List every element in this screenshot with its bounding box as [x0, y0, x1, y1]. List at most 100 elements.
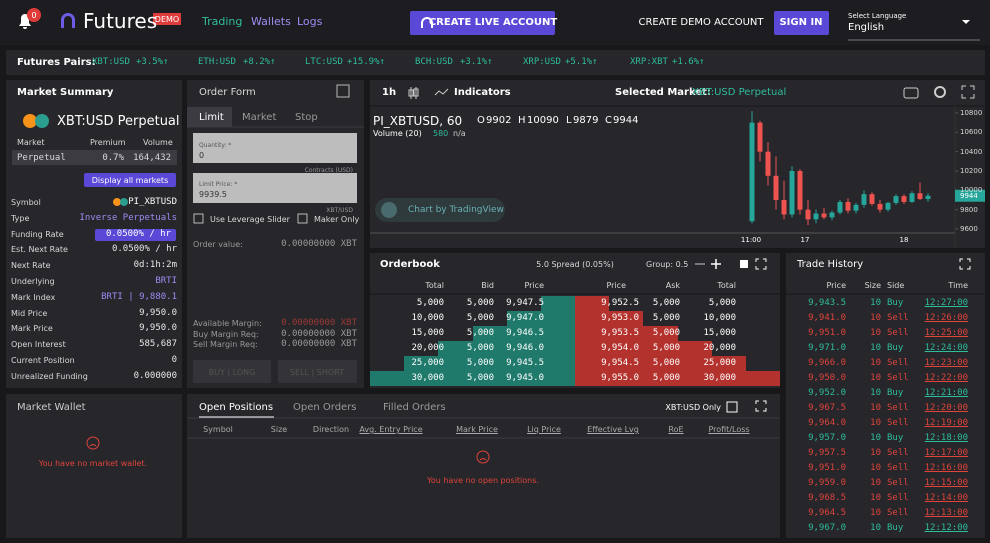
sell-button[interactable] — [278, 360, 357, 383]
trade-size: 10 — [870, 298, 881, 308]
ask-cell: 20,000 — [703, 343, 736, 353]
fullscreen-icon[interactable] — [961, 85, 975, 99]
candle-body — [861, 194, 867, 205]
column-header: Volume — [143, 138, 173, 147]
fullscreen-icon[interactable] — [755, 258, 767, 270]
pair-name[interactable]: ETH:USD — [198, 57, 236, 67]
pair-name[interactable]: LTC:USD — [305, 57, 343, 67]
quantity-input[interactable] — [193, 133, 357, 163]
checkbox[interactable] — [297, 213, 308, 224]
tab[interactable]: Filled Orders — [383, 402, 446, 413]
trade-price: 9,967.0 — [808, 523, 846, 533]
candle-body — [781, 200, 787, 215]
stop-icon[interactable] — [740, 260, 748, 268]
checkbox[interactable] — [726, 401, 738, 413]
trade-side: Sell — [887, 478, 909, 488]
checkbox[interactable] — [193, 213, 204, 224]
tab-active[interactable] — [187, 107, 232, 127]
column-header: Premium — [90, 138, 126, 147]
limit-input[interactable] — [193, 173, 357, 203]
ask-cell: 25,000 — [703, 358, 736, 368]
indicator-icon[interactable] — [434, 88, 449, 96]
bid-cell: 10,000 — [411, 313, 444, 323]
margin-label: Buy Margin Req: — [193, 329, 259, 339]
input-value: 9939.5 — [199, 190, 227, 199]
tab[interactable]: Limit — [199, 112, 224, 123]
panel-title: Market Summary — [17, 87, 114, 98]
camera-icon[interactable] — [903, 87, 919, 99]
language[interactable]: English — [848, 22, 885, 33]
trade-price: 9,971.0 — [808, 343, 846, 353]
trade-size: 10 — [870, 463, 881, 473]
trade-side: Sell — [887, 418, 909, 428]
ask-cell: 9,954.5 — [601, 358, 639, 368]
trade-side: Buy — [887, 343, 904, 353]
ask-cell: 5,000 — [652, 373, 680, 383]
input-label: Limit Price: * — [199, 181, 238, 188]
settings-icon[interactable] — [934, 86, 946, 98]
tab[interactable]: Stop — [295, 112, 318, 123]
ask-cell: 9,955.0 — [601, 373, 639, 383]
fullscreen-icon[interactable] — [959, 258, 971, 270]
selected-label: Selected Market: — [615, 87, 711, 98]
column-header: RoE — [668, 425, 684, 434]
live-button[interactable] — [410, 11, 555, 35]
live-button-text[interactable]: CREATE LIVE ACCOUNT — [428, 17, 558, 28]
bid-cell: 15,000 — [411, 328, 444, 338]
nav-link[interactable]: Logs — [297, 15, 323, 28]
bid-cell: 9,947.5 — [506, 298, 544, 308]
trade-size: 10 — [870, 343, 881, 353]
sign-in-button[interactable] — [774, 11, 829, 35]
nav-link[interactable]: Wallets — [251, 15, 291, 28]
ask-cell: 9,954.0 — [601, 343, 639, 353]
column-header: Symbol — [203, 425, 233, 434]
button-text[interactable]: Display all markets — [91, 176, 169, 185]
pair-name[interactable]: XBT:USD — [92, 57, 130, 67]
interval[interactable]: 1h — [382, 87, 397, 98]
form-icon[interactable] — [336, 84, 350, 98]
tab[interactable]: Market — [242, 112, 277, 123]
nav-link[interactable]: Trading — [202, 15, 243, 28]
y-tick-label: 10200 — [960, 167, 983, 175]
depth-bar — [370, 371, 575, 386]
buy-button[interactable] — [193, 360, 271, 383]
button-text[interactable]: BUY | LONG — [208, 368, 256, 377]
group: Group: 0.5 — [646, 260, 689, 269]
demo-tag — [153, 13, 181, 25]
order-form-panel — [187, 80, 364, 388]
tab[interactable]: Open Positions — [199, 402, 274, 413]
candle-body — [757, 122, 763, 152]
plus-icon[interactable] — [711, 259, 721, 269]
pair-change: +1.6%↑ — [672, 57, 705, 67]
trade-price: 9,957.0 — [808, 433, 846, 443]
pair-name[interactable]: BCH:USD — [415, 57, 453, 67]
pair-name[interactable]: XRP:USD — [523, 57, 561, 67]
trade-price: 9,966.0 — [808, 358, 846, 368]
depth-bar — [506, 311, 575, 326]
indicators[interactable]: Indicators — [454, 87, 511, 98]
tab[interactable]: Open Orders — [293, 402, 357, 413]
margin-value: 0.00000000 XBT — [281, 339, 357, 349]
sign-in-text[interactable]: SIGN IN — [779, 17, 823, 28]
trade-side: Sell — [887, 448, 909, 458]
y-tick-label: 10600 — [960, 128, 983, 137]
pair-name[interactable]: XRP:XBT — [630, 57, 668, 67]
rate-pill — [95, 229, 176, 241]
bid-cell: 20,000 — [411, 343, 444, 353]
ohlc-label: C — [605, 115, 612, 126]
trade-price: 9,941.0 — [808, 313, 846, 323]
y-tick-label: 9800 — [960, 205, 978, 214]
display-markets-button[interactable] — [84, 173, 176, 187]
column-header: Side — [887, 281, 905, 290]
trade-price: 9,964.0 — [808, 418, 846, 428]
demo-link[interactable]: CREATE DEMO ACCOUNT — [638, 17, 764, 28]
button-text[interactable]: SELL | SHORT — [289, 368, 345, 377]
coin-icon — [35, 114, 49, 128]
column-header: Bid — [481, 281, 494, 290]
candle-icon[interactable] — [408, 87, 419, 99]
candle-body — [893, 196, 899, 203]
fullscreen-icon[interactable] — [755, 400, 767, 412]
field-value: 0.0500% / hr — [111, 244, 177, 255]
y-tick-label: 10800 — [960, 109, 983, 117]
depth-bar — [575, 326, 678, 341]
